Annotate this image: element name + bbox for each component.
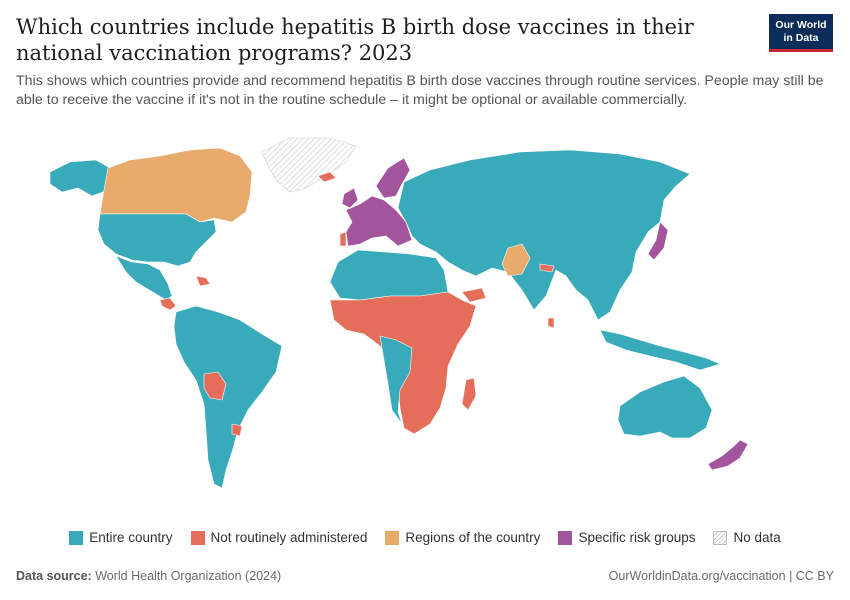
legend-item-risk[interactable]: Specific risk groups bbox=[558, 530, 695, 545]
scandinavia-risk-region[interactable] bbox=[375, 157, 411, 199]
central-america-red-region[interactable] bbox=[159, 297, 177, 311]
logo-line-2: in Data bbox=[783, 31, 819, 44]
sea-islands-region[interactable] bbox=[599, 329, 721, 371]
canada-region[interactable] bbox=[99, 147, 253, 223]
central-africa-entire-region[interactable] bbox=[379, 335, 413, 425]
japan-risk-region[interactable] bbox=[647, 221, 669, 261]
legend-swatch bbox=[190, 530, 205, 545]
bolivia-red-region[interactable] bbox=[203, 371, 227, 401]
nepal-red-region[interactable] bbox=[539, 263, 555, 273]
legend: Entire country Not routinely administere… bbox=[0, 530, 850, 545]
australia-region[interactable] bbox=[617, 375, 713, 439]
iceland-red-region[interactable] bbox=[317, 171, 337, 183]
usa-region[interactable] bbox=[97, 213, 217, 267]
legend-label: No data bbox=[733, 530, 781, 545]
logo-line-1: Our World bbox=[775, 18, 827, 31]
legend-label: Not routinely administered bbox=[210, 530, 368, 545]
new-zealand-risk-region[interactable] bbox=[707, 439, 749, 471]
madagascar-red-region[interactable] bbox=[461, 377, 477, 411]
world-map[interactable] bbox=[0, 118, 850, 518]
yemen-red-region[interactable] bbox=[461, 287, 487, 303]
caribbean-red-region[interactable] bbox=[195, 275, 211, 287]
legend-swatch bbox=[385, 530, 400, 545]
chart-title: Which countries include hepatitis B birt… bbox=[16, 15, 694, 65]
western-europe-risk-region[interactable] bbox=[345, 195, 413, 247]
footer: Data source: World Health Organization (… bbox=[16, 569, 834, 583]
legend-item-no-data[interactable]: No data bbox=[713, 530, 781, 545]
legend-item-not-routine[interactable]: Not routinely administered bbox=[190, 530, 368, 545]
chart-subtitle: This shows which countries provide and r… bbox=[16, 73, 824, 108]
uruguay-red-region[interactable] bbox=[231, 423, 243, 437]
greenland-region[interactable] bbox=[261, 137, 357, 193]
pakistan-regions-region[interactable] bbox=[501, 243, 531, 277]
alaska-region[interactable] bbox=[49, 159, 111, 197]
footer-url[interactable]: OurWorldinData.org/vaccination | CC BY bbox=[608, 569, 834, 583]
legend-label: Entire country bbox=[89, 530, 173, 545]
eurasia-region[interactable] bbox=[397, 149, 691, 321]
legend-swatch bbox=[713, 530, 728, 545]
north-africa-region[interactable] bbox=[329, 249, 449, 301]
legend-swatch bbox=[558, 530, 573, 545]
world-map-svg bbox=[49, 137, 749, 489]
owid-logo[interactable]: Our World in Data bbox=[769, 14, 833, 52]
legend-label: Regions of the country bbox=[405, 530, 541, 545]
legend-item-regions[interactable]: Regions of the country bbox=[385, 530, 540, 545]
south-america-region[interactable] bbox=[173, 305, 283, 489]
data-source-label: Data source: bbox=[16, 569, 92, 583]
data-source: Data source: World Health Organization (… bbox=[16, 569, 281, 583]
sri-lanka-red-region[interactable] bbox=[547, 317, 555, 329]
legend-item-entire[interactable]: Entire country bbox=[69, 530, 173, 545]
legend-swatch bbox=[69, 530, 84, 545]
legend-label: Specific risk groups bbox=[578, 530, 696, 545]
portugal-red-region[interactable] bbox=[339, 231, 347, 247]
mexico-region[interactable] bbox=[115, 255, 173, 301]
data-source-text[interactable]: World Health Organization (2024) bbox=[95, 569, 282, 583]
uk-risk-region[interactable] bbox=[341, 187, 359, 209]
